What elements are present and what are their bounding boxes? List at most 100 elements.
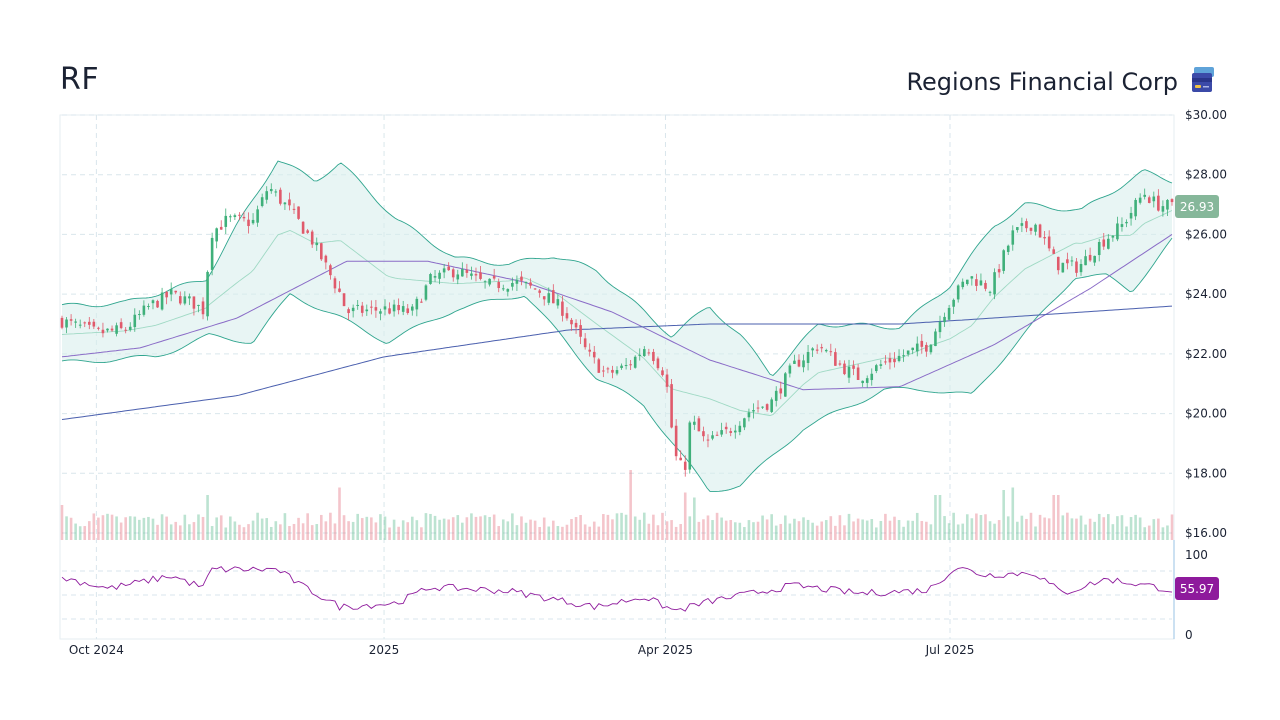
candle-body [215, 228, 218, 242]
volume-bar [1166, 525, 1169, 540]
candle-body [410, 306, 414, 311]
candle-body [1120, 224, 1124, 227]
volume-bar [761, 515, 764, 540]
volume-bar [1134, 514, 1137, 540]
volume-bar [1147, 525, 1151, 540]
volume-bar [793, 518, 796, 540]
candle-body [938, 321, 942, 333]
last-price-tag: 26.93 [1175, 195, 1219, 218]
volume-bar [961, 523, 965, 540]
candle-body [269, 188, 273, 192]
volume-bar [447, 519, 450, 540]
time-tick-label: 2025 [369, 643, 400, 657]
candle-body [497, 282, 501, 289]
volume-bar [483, 515, 487, 540]
candle-body [561, 301, 564, 316]
candle-body [224, 215, 228, 227]
volume-bar [615, 513, 619, 540]
volume-bar [183, 514, 187, 540]
volume-bar [806, 519, 810, 540]
volume-bar [752, 522, 755, 540]
candle-body [1034, 224, 1037, 232]
volume-bar [306, 513, 309, 540]
price-tick-label: $16.00 [1185, 526, 1227, 540]
volume-bar [1084, 524, 1087, 540]
moving-averages [61, 233, 1173, 420]
candle-body [188, 296, 191, 299]
volume-bar [1107, 514, 1110, 540]
volume-bar [693, 497, 696, 540]
volume-bar [679, 524, 682, 540]
candle-body [615, 370, 619, 374]
volume-bar [442, 518, 446, 540]
bollinger-middle [61, 210, 1173, 416]
candle-body [956, 285, 960, 300]
rsi-value-tag: 55.97 [1175, 577, 1219, 600]
volume-bar [74, 523, 77, 540]
candle-body [265, 191, 269, 200]
volume-bar [1125, 526, 1128, 540]
volume-bar [697, 521, 701, 540]
volume-bar [370, 517, 373, 540]
volume-bar [934, 495, 937, 540]
candle-body [329, 265, 332, 276]
candle-body [351, 307, 355, 312]
candle-body [870, 373, 874, 381]
candle-body [547, 293, 551, 303]
candle-body [370, 306, 373, 308]
rsi-tick-label: 100 [1185, 548, 1208, 562]
volume-bar [474, 516, 478, 540]
volume-bar [574, 517, 578, 540]
volume-bar [938, 495, 942, 540]
candle-body [629, 364, 632, 366]
volume-bar [956, 524, 960, 540]
volume-bar [870, 519, 874, 540]
volume-bar [133, 516, 137, 540]
candle-body [1170, 199, 1174, 203]
candle-body [306, 230, 309, 233]
volume-bar [178, 525, 182, 540]
volume-bar [415, 520, 419, 540]
volume-bar [124, 517, 127, 540]
candle-body [856, 367, 860, 380]
candle-body [965, 279, 969, 285]
candle-body [797, 359, 801, 367]
candle-body [1138, 197, 1142, 203]
candle-body [461, 269, 464, 277]
volume-bar [60, 505, 64, 540]
candle-body [633, 356, 637, 368]
candle-body [1116, 223, 1119, 240]
candle-body [1056, 256, 1060, 271]
volume-bar [297, 517, 300, 540]
volume-bar [142, 517, 146, 540]
volume-bar [87, 521, 91, 540]
candle-body [756, 407, 760, 409]
volume-bar [993, 523, 996, 540]
volume-bar [979, 515, 983, 540]
volume-bar [720, 517, 723, 540]
candle-body [156, 300, 159, 308]
candle-body [147, 305, 150, 307]
volume-bar [215, 517, 218, 540]
candle-body [60, 317, 64, 328]
volume-bar [911, 520, 914, 540]
volume-bar [774, 525, 778, 540]
volume-bar [852, 521, 855, 540]
candle-body [483, 281, 487, 283]
rsi-tick-label: 0 [1185, 628, 1193, 642]
volume-bar [624, 514, 628, 540]
price-tick-label: $22.00 [1185, 347, 1227, 361]
volume-bar [269, 526, 273, 540]
volume-bar [511, 513, 514, 540]
volume-bar [711, 520, 714, 540]
candle-body [606, 368, 610, 370]
volume-bar [65, 516, 68, 540]
candle-body [715, 434, 719, 436]
volume-bar [738, 522, 742, 540]
candle-body [1066, 259, 1069, 264]
candle-body [820, 347, 824, 349]
volume-bar [588, 526, 592, 540]
bank-card-icon [1192, 67, 1214, 92]
candle-body [1093, 255, 1096, 263]
candle-body [515, 280, 519, 284]
